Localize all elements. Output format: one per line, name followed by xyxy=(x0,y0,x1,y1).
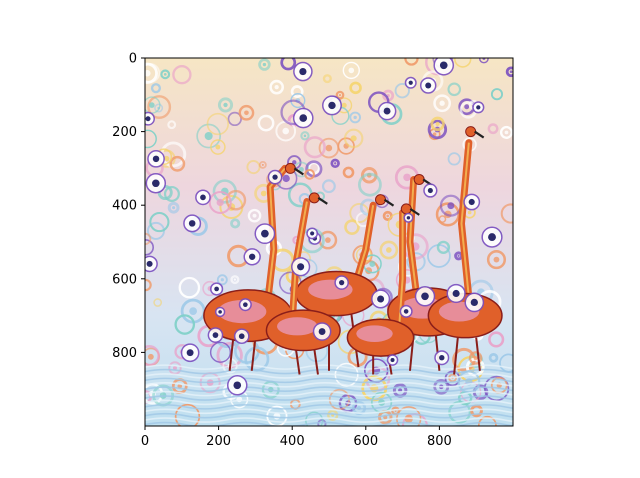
y-tick-label: 800 xyxy=(112,346,137,361)
y-tick-label: 600 xyxy=(112,272,137,287)
axes-frame xyxy=(144,57,514,427)
y-tick-label: 400 xyxy=(112,199,137,214)
x-tick-label: 800 xyxy=(427,434,452,449)
x-tick-label: 200 xyxy=(206,434,231,449)
image-area xyxy=(145,58,513,426)
water xyxy=(145,364,513,426)
ticks: 0 200 400 600 800 0 200 400 600 800 xyxy=(112,52,452,450)
y-tick-label: 0 xyxy=(129,52,137,67)
y-tick-label: 200 xyxy=(112,125,137,140)
x-tick-label: 600 xyxy=(353,434,378,449)
x-tick-label: 0 xyxy=(141,434,149,449)
eye-swirls xyxy=(145,58,503,396)
x-tick-label: 400 xyxy=(280,434,305,449)
